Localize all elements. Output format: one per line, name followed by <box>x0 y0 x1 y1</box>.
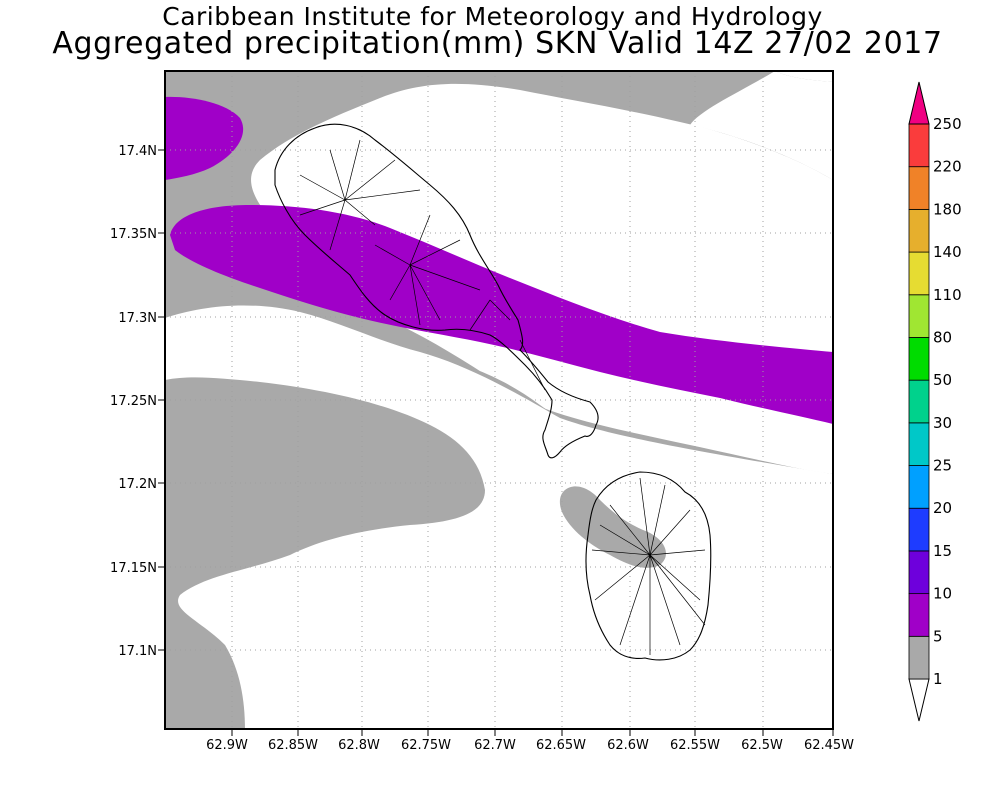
nevis-outline <box>585 471 712 661</box>
lon-tick-label: 62.55W <box>670 738 720 753</box>
legend-bin-above-max <box>908 81 930 125</box>
legend-label: 15 <box>933 542 952 560</box>
lat-tick-label: 17.1N <box>118 644 157 659</box>
lat-tick-label: 17.35N <box>110 227 157 242</box>
legend-label: 140 <box>933 243 962 261</box>
nevis-drainage <box>591 477 706 655</box>
legend-label: 10 <box>933 585 952 603</box>
legend-bin <box>908 635 930 680</box>
latitude-axis: 17.4N 17.35N 17.3N 17.25N 17.2N 17.15N 1… <box>110 144 165 659</box>
st-kitts-drainage <box>299 139 546 391</box>
legend-bin <box>908 593 930 637</box>
legend-bin <box>908 294 930 338</box>
legend-bin <box>908 507 930 552</box>
lon-tick-label: 62.6W <box>607 738 649 753</box>
lon-tick-label: 62.45W <box>804 738 854 753</box>
lat-tick-label: 17.3N <box>118 311 157 326</box>
legend-bin <box>908 465 930 509</box>
legend-bin <box>908 550 930 595</box>
legend-label: 25 <box>933 457 952 475</box>
rain-area-5-10mm-band <box>170 205 833 424</box>
lon-tick-label: 62.8W <box>338 738 380 753</box>
legend-label: 250 <box>933 115 962 133</box>
lat-tick-label: 17.25N <box>110 394 157 409</box>
legend-bin <box>908 166 930 210</box>
lon-tick-label: 62.5W <box>741 738 783 753</box>
legend-label: 20 <box>933 499 952 517</box>
lon-tick-label: 62.65W <box>536 738 586 753</box>
legend-bin-below-min <box>908 678 930 722</box>
legend-bin <box>908 379 930 424</box>
lon-tick-label: 62.9W <box>206 738 248 753</box>
legend-bin <box>908 251 930 296</box>
lon-tick-label: 62.75W <box>401 738 451 753</box>
product-title: Aggregated precipitation(mm) SKN Valid 1… <box>52 26 943 61</box>
legend-label: 5 <box>933 627 943 645</box>
legend-label: 110 <box>933 286 962 304</box>
legend-bin <box>908 337 930 381</box>
legend-bin <box>908 422 930 466</box>
lat-tick-label: 17.4N <box>118 144 157 159</box>
legend-label: 80 <box>933 328 952 346</box>
no-rain-gap-north <box>690 71 833 180</box>
rain-area-nevis <box>559 486 667 568</box>
lon-tick-label: 62.7W <box>474 738 516 753</box>
lat-tick-label: 17.15N <box>110 561 157 576</box>
lon-tick-label: 62.85W <box>268 738 318 753</box>
rain-area-5-10mm-west <box>165 96 244 180</box>
longitude-axis: 62.9W 62.85W 62.8W 62.75W 62.7W 62.65W 6… <box>206 729 854 753</box>
institute-title: Caribbean Institute for Meteorology and … <box>162 2 823 31</box>
lat-tick-label: 17.2N <box>118 477 157 492</box>
legend-label: 180 <box>933 200 962 218</box>
legend-label: 30 <box>933 414 952 432</box>
legend-bin <box>908 123 930 168</box>
legend-label: 220 <box>933 158 962 176</box>
st-kitts-outline <box>274 123 599 459</box>
precipitation-field <box>165 71 833 729</box>
legend-label: 50 <box>933 371 952 389</box>
legend-label: 1 <box>933 670 943 688</box>
no-rain-gap-central <box>165 305 833 729</box>
legend-bin <box>908 208 930 253</box>
